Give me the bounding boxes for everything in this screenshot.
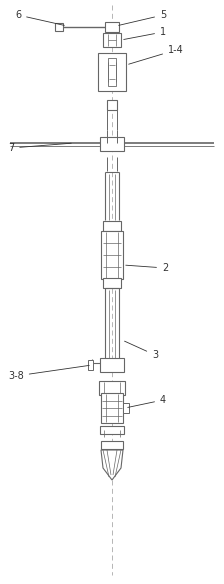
- Text: 3-8: 3-8: [8, 366, 89, 381]
- Bar: [103, 278, 121, 288]
- Polygon shape: [101, 450, 123, 480]
- Text: 1: 1: [124, 27, 166, 40]
- Bar: [101, 231, 123, 279]
- Bar: [105, 22, 119, 32]
- Bar: [100, 358, 124, 372]
- Bar: [103, 33, 121, 47]
- Bar: [99, 381, 125, 395]
- Text: 7: 7: [8, 143, 71, 153]
- Bar: [101, 393, 123, 423]
- Bar: [123, 403, 129, 413]
- Text: 2: 2: [126, 263, 168, 273]
- Bar: [107, 100, 117, 110]
- Text: 1-4: 1-4: [129, 45, 184, 64]
- Bar: [98, 53, 126, 91]
- Bar: [100, 426, 124, 434]
- Bar: [55, 23, 63, 31]
- Bar: [108, 58, 116, 86]
- Text: 5: 5: [119, 10, 166, 25]
- Bar: [100, 137, 124, 151]
- Text: 3: 3: [125, 341, 158, 360]
- Text: 6: 6: [15, 10, 64, 25]
- Bar: [103, 221, 121, 231]
- Bar: [101, 441, 123, 449]
- Text: 4: 4: [128, 395, 166, 408]
- Bar: [88, 360, 93, 370]
